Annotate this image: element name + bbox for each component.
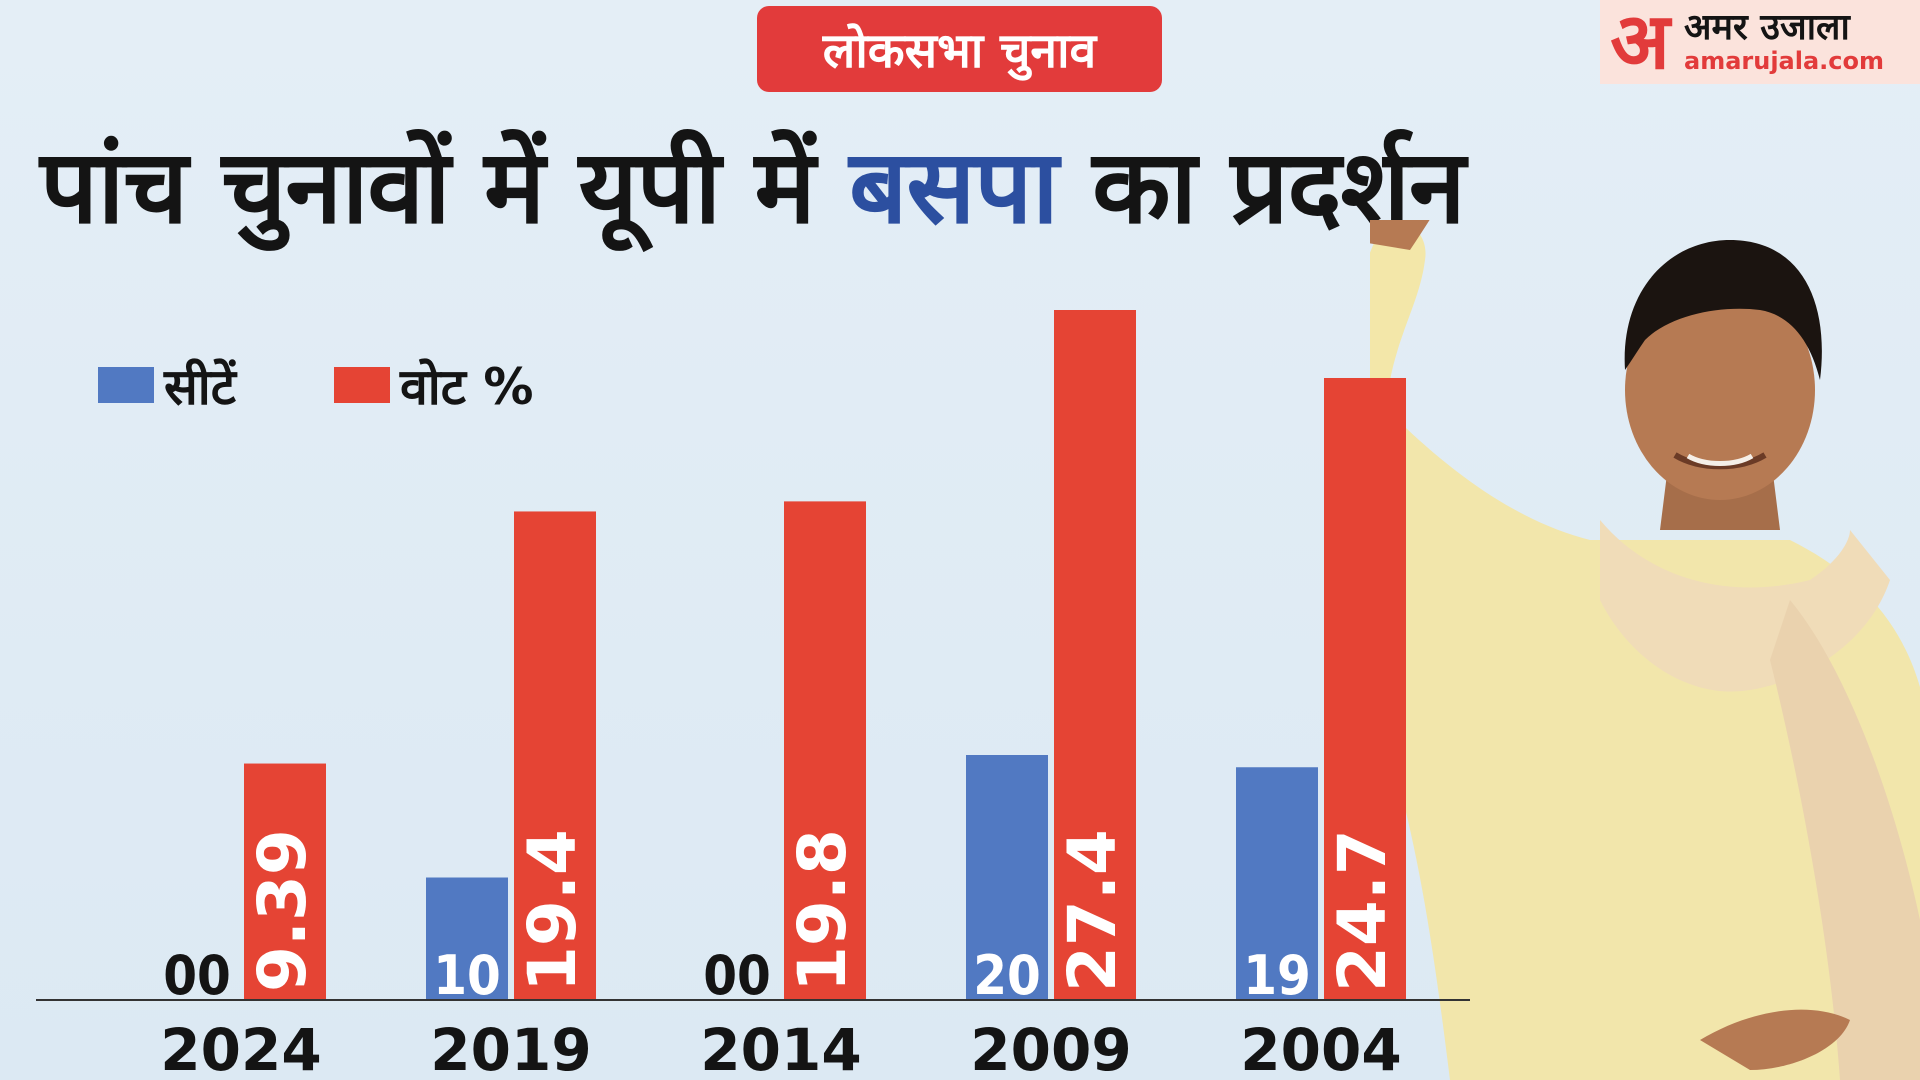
votes-label-2024: 9.39 xyxy=(244,829,321,992)
seats-label-2019: 10 xyxy=(433,944,501,1007)
seats-bar-2019 xyxy=(426,877,508,1000)
x-tick-2024: 2024 xyxy=(160,1016,321,1080)
chart-legend: सीटें वोट % xyxy=(98,350,578,420)
votes-bar-2019 xyxy=(514,511,596,1000)
legend-swatch-seats xyxy=(98,367,154,403)
seats-label-2009: 20 xyxy=(973,944,1041,1007)
legend-label-votes: वोट % xyxy=(400,358,534,416)
seats-bar-2009 xyxy=(966,755,1048,1000)
votes-bar-2014 xyxy=(784,501,866,1000)
face xyxy=(1625,280,1815,500)
raised-arm-sleeve xyxy=(1370,221,1426,520)
smile xyxy=(1673,452,1767,470)
x-axis-ticks: 2024 2019 2014 2009 2004 xyxy=(160,1016,1401,1080)
votes-bar-2024 xyxy=(244,763,326,1000)
kurta-body xyxy=(1370,391,1920,1080)
seats-label-2004: 19 xyxy=(1243,944,1311,1007)
x-tick-2014: 2014 xyxy=(700,1016,861,1080)
hair xyxy=(1624,240,1822,380)
logo-mark-icon: अ xyxy=(1610,0,1670,87)
title-text-start: पांच चुनावों में यूपी में xyxy=(40,128,850,247)
votes-label-2014: 19.8 xyxy=(784,829,861,992)
legend-item-votes: वोट % xyxy=(334,350,533,420)
votes-bar-2004 xyxy=(1324,377,1406,1001)
lower-hand xyxy=(1700,1009,1850,1070)
section-badge: लोकसभा चुनाव xyxy=(757,6,1162,92)
legend-item-seats: सीटें xyxy=(98,350,236,420)
brand-logo: अ अमर उजाला amarujala.com xyxy=(1600,0,1920,84)
seats-label-2024: 00 xyxy=(163,944,231,1007)
votes-label-2004: 24.7 xyxy=(1324,829,1401,992)
chart-bars xyxy=(244,310,1406,1001)
votes-label-2019: 19.4 xyxy=(514,829,591,992)
x-tick-2019: 2019 xyxy=(430,1016,591,1080)
title-highlight: बसपा xyxy=(849,128,1059,247)
legend-label-seats: सीटें xyxy=(164,358,236,416)
page-title: पांच चुनावों में यूपी में बसपा का प्रदर्… xyxy=(40,118,1900,258)
scarf-drape xyxy=(1770,600,1920,1080)
votes-label-2009: 27.4 xyxy=(1054,829,1131,992)
legend-swatch-votes xyxy=(334,367,390,403)
votes-bar-2009 xyxy=(1054,310,1136,1000)
data-labels: 00 9.39 10 19.4 00 19.8 20 27.4 19 24.7 xyxy=(163,829,1401,1007)
logo-text: अमर उजाला amarujala.com xyxy=(1684,7,1885,76)
logo-name: अमर उजाला xyxy=(1684,7,1850,48)
logo-url: amarujala.com xyxy=(1684,47,1885,75)
seats-label-2014: 00 xyxy=(703,944,771,1007)
politician-photo xyxy=(1370,220,1920,1080)
x-tick-2009: 2009 xyxy=(970,1016,1131,1080)
raised-hand xyxy=(1370,220,1430,250)
teeth xyxy=(1686,453,1754,466)
x-tick-2004: 2004 xyxy=(1240,1016,1401,1080)
seats-bar-2004 xyxy=(1236,767,1318,1000)
